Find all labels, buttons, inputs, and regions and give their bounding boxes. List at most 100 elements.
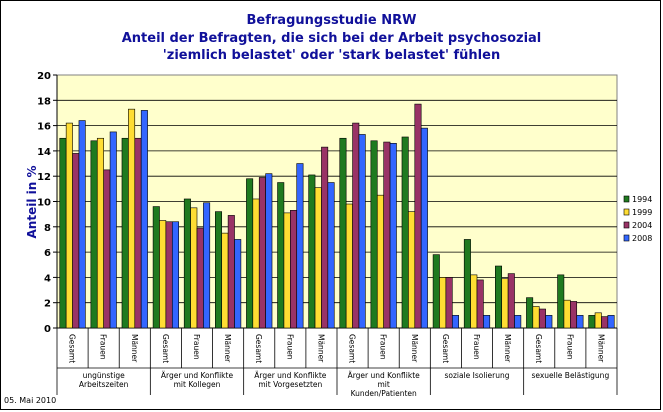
- bar: [190, 207, 198, 329]
- category-label: Männer: [316, 334, 325, 363]
- bar: [358, 134, 366, 329]
- bar: [420, 127, 428, 329]
- bar: [234, 239, 242, 329]
- group-label-line: mit: [377, 380, 389, 389]
- bar: [103, 169, 111, 329]
- bar: [283, 212, 291, 329]
- y-tick-label: 14: [37, 147, 51, 158]
- bar: [159, 220, 167, 329]
- legend-label: 2008: [632, 234, 652, 243]
- category-label: Gesamt: [534, 334, 543, 363]
- category-label: Gesamt: [348, 334, 357, 363]
- bar: [314, 187, 322, 329]
- bar: [495, 265, 503, 329]
- bar: [203, 202, 211, 329]
- chart-title-line-1: Befragungsstudie NRW: [246, 13, 417, 28]
- legend-swatch: [623, 195, 630, 203]
- group-label: Ärger und Konflikte mit Vorgesetzten: [254, 371, 327, 389]
- bar: [59, 137, 67, 329]
- bar: [389, 143, 397, 329]
- bar: [128, 108, 136, 329]
- bar: [501, 278, 509, 329]
- chart-title-line-2: Anteil der Befragten, die sich bei der A…: [121, 31, 542, 46]
- bar: [78, 120, 86, 329]
- category-label: Gesamt: [441, 334, 450, 363]
- bar: [321, 146, 329, 329]
- group-label-line: Ärger und Konflikte: [348, 371, 421, 380]
- y-tick-label: 16: [37, 122, 51, 133]
- bar: [439, 277, 447, 329]
- bar: [570, 301, 578, 329]
- bar: [246, 178, 254, 329]
- group-label-line: soziale Isolierung: [444, 371, 509, 380]
- legend-label: 2004: [632, 221, 652, 230]
- category-label: Frauen: [192, 334, 201, 360]
- bar: [352, 122, 360, 329]
- bar: [532, 306, 540, 329]
- y-tick-label: 4: [44, 273, 51, 284]
- bar: [607, 315, 615, 329]
- legend-swatch: [623, 221, 630, 229]
- bar: [183, 198, 191, 329]
- bar: [72, 153, 80, 329]
- y-tick-label: 20: [37, 71, 51, 82]
- group-label-line: Ärger und Konflikte: [254, 371, 327, 380]
- bar: [227, 215, 235, 329]
- bar: [290, 210, 298, 329]
- category-label: Männer: [130, 334, 139, 363]
- group-label-line: Ärger und Konflikte: [161, 371, 234, 380]
- bar: [296, 163, 304, 329]
- group-label-line: Kunden/Patienten: [351, 389, 417, 398]
- legend-label: 1994: [632, 195, 652, 204]
- bar: [383, 141, 391, 329]
- bar: [345, 203, 353, 329]
- bar: [557, 274, 565, 329]
- bar: [277, 182, 285, 329]
- group-label: soziale Isolierung: [444, 371, 509, 380]
- bar: [526, 297, 534, 329]
- legend-swatch: [623, 208, 630, 216]
- bar: [221, 232, 229, 329]
- bar: [576, 315, 584, 329]
- group-label: ungünstige Arbeitszeiten: [79, 371, 129, 389]
- bar: [121, 137, 129, 329]
- bar: [408, 211, 416, 329]
- bar: [140, 110, 148, 329]
- category-label: Frauen: [379, 334, 388, 360]
- bar: [451, 315, 459, 329]
- bar: [470, 274, 478, 329]
- legend-label: 1999: [632, 208, 652, 217]
- bar: [483, 315, 491, 329]
- bar: [196, 227, 204, 329]
- bar: [65, 122, 73, 329]
- category-label: Frauen: [99, 334, 108, 360]
- footer-date: 05. Mai 2010: [4, 396, 57, 405]
- bar: [594, 312, 602, 329]
- chart-title-line-3: 'ziemlich belastet' oder 'stark belastet…: [162, 48, 501, 63]
- category-label: Männer: [223, 334, 232, 363]
- bar: [339, 137, 347, 329]
- bar: [370, 140, 378, 329]
- y-tick-label: 10: [37, 198, 51, 209]
- y-tick-label: 12: [37, 172, 51, 183]
- bar: [171, 221, 179, 329]
- category-label: Frauen: [565, 334, 574, 360]
- bar: [514, 315, 522, 329]
- bar: [414, 103, 422, 329]
- y-tick-label: 18: [37, 96, 51, 107]
- bar: [90, 140, 98, 329]
- bar: [538, 308, 546, 329]
- y-tick-label: 2: [44, 299, 51, 310]
- bar: [376, 194, 384, 329]
- y-tick-label: 6: [44, 248, 51, 259]
- category-label: Frauen: [472, 334, 481, 360]
- y-tick-label: 0: [44, 324, 51, 335]
- bar: [507, 273, 515, 329]
- bar: [463, 239, 471, 329]
- bar: [445, 277, 453, 329]
- bar: [601, 316, 609, 329]
- category-label: Männer: [596, 334, 605, 363]
- category-label: Gesamt: [68, 334, 77, 363]
